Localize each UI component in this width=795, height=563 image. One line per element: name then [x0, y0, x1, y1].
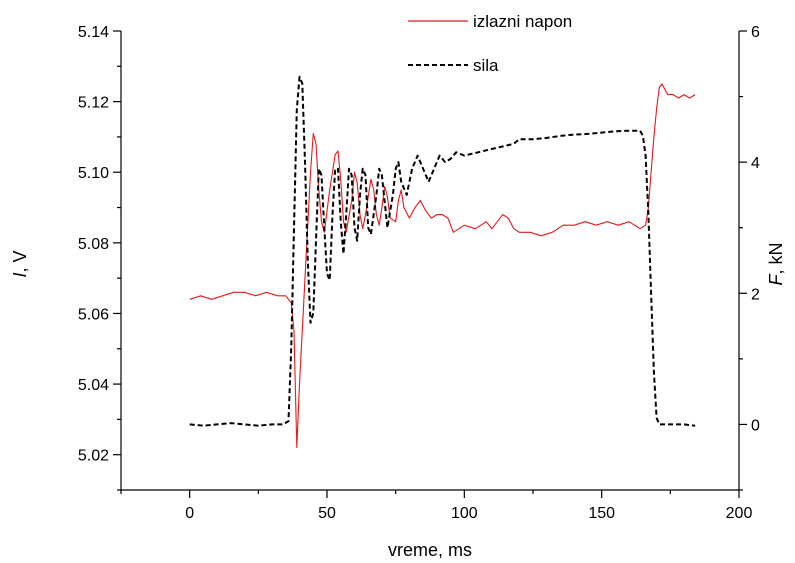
left-y-axis-unit: , V — [10, 250, 30, 272]
series-line-sila — [189, 75, 696, 427]
y-left-tick-label: 5.10 — [78, 165, 109, 182]
y-left-tick-label: 5.14 — [78, 24, 109, 41]
y-right-tick-label: 6 — [751, 24, 760, 41]
right-y-axis-label: F, kN — [766, 242, 786, 285]
plot-frame — [120, 31, 740, 491]
right-y-axis-symbol: F — [766, 274, 786, 286]
y-left-tick-label: 5.12 — [78, 95, 109, 112]
y-left-tick-label: 5.08 — [78, 236, 109, 253]
series-layer — [189, 75, 696, 449]
legend: izlazni napon sila — [408, 12, 572, 75]
x-tick-label: 100 — [451, 505, 478, 522]
legend-label-izlazni-napon: izlazni napon — [473, 12, 572, 31]
right-y-axis-unit: , kN — [766, 242, 786, 274]
axis-tick-labels: 0 50 100 150 200 5.02 5.04 5.06 5.08 5.10 5.12 5.14… — [78, 24, 760, 522]
x-tick-label: 200 — [726, 505, 753, 522]
y-left-tick-label: 5.02 — [78, 448, 109, 465]
y-right-tick-label: 0 — [751, 417, 760, 434]
y-right-tick-label: 4 — [751, 155, 760, 172]
y-right-tick-label: 2 — [751, 286, 760, 303]
left-y-axis-label: I, V — [10, 250, 30, 277]
x-tick-label: 50 — [318, 505, 336, 522]
x-tick-label: 0 — [185, 505, 194, 522]
y-left-tick-label: 5.04 — [78, 377, 109, 394]
legend-label-sila: sila — [473, 56, 499, 75]
series-line-izlazni-napon — [189, 83, 696, 449]
x-axis-label: vreme, ms — [388, 540, 472, 560]
axis-ticks — [113, 30, 747, 498]
y-left-tick-label: 5.06 — [78, 306, 109, 323]
x-tick-label: 150 — [588, 505, 615, 522]
left-y-axis-symbol: I — [10, 273, 30, 278]
